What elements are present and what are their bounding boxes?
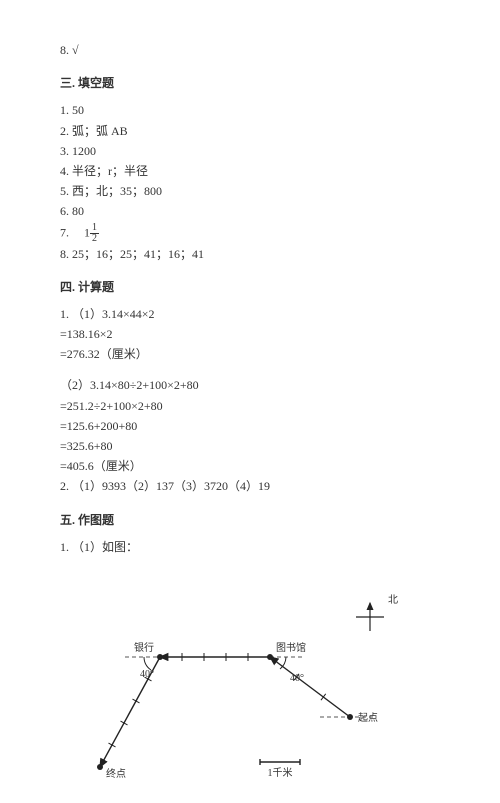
s3-item: 1. 50 [60, 101, 440, 120]
s3-item7: 7. 112 [60, 223, 440, 244]
s4-line: 2. （1）9393（2）137（3）3720（4）19 [60, 477, 440, 496]
svg-text:1千米: 1千米 [268, 766, 293, 779]
svg-text:北: 北 [388, 594, 398, 606]
fraction: 12 [90, 223, 99, 244]
answer-item: 8. √ [60, 41, 440, 60]
s3-item: 6. 80 [60, 202, 440, 221]
svg-text:终点: 终点 [106, 767, 126, 780]
s3-item: 2. 弧；弧 AB [60, 122, 440, 141]
s5-item: 1. （1）如图： [60, 538, 440, 557]
svg-text:40°: 40° [290, 673, 304, 684]
s4-line: =125.6+200+80 [60, 417, 440, 436]
route-diagram: 银行 图书馆起点终点 40° 40° 北 1千米 [60, 577, 440, 797]
s4-line: =251.2÷2+100×2+80 [60, 397, 440, 416]
s4-line: =276.32（厘米） [60, 345, 440, 364]
figure-container: 银行 图书馆起点终点 40° 40° 北 1千米 [60, 577, 440, 797]
frac-num: 1 [90, 223, 99, 234]
frac-den: 2 [90, 234, 99, 244]
section3-title: 三. 填空题 [60, 74, 440, 93]
svg-text:银行: 银行 [134, 641, 154, 654]
svg-text:40°: 40° [140, 669, 154, 680]
section4-title: 四. 计算题 [60, 278, 440, 297]
s4-line: （2）3.14×80÷2+100×2+80 [60, 376, 440, 395]
s3-item: 3. 1200 [60, 142, 440, 161]
svg-text:图书馆: 图书馆 [276, 641, 306, 654]
spacer [60, 365, 440, 375]
s3-item: 4. 半径；r；半径 [60, 162, 440, 181]
s3-item7-prefix: 7. 1 [60, 225, 90, 239]
s3-item: 8. 25；16；25；41；16；41 [60, 245, 440, 264]
s4-line: =138.16×2 [60, 325, 440, 344]
s4-line: 1. （1）3.14×44×2 [60, 305, 440, 324]
s4-line: =325.6+80 [60, 437, 440, 456]
s3-item: 5. 西；北；35；800 [60, 182, 440, 201]
s4-line: =405.6（厘米） [60, 457, 440, 476]
svg-text:起点: 起点 [358, 712, 378, 724]
section5-title: 五. 作图题 [60, 511, 440, 530]
